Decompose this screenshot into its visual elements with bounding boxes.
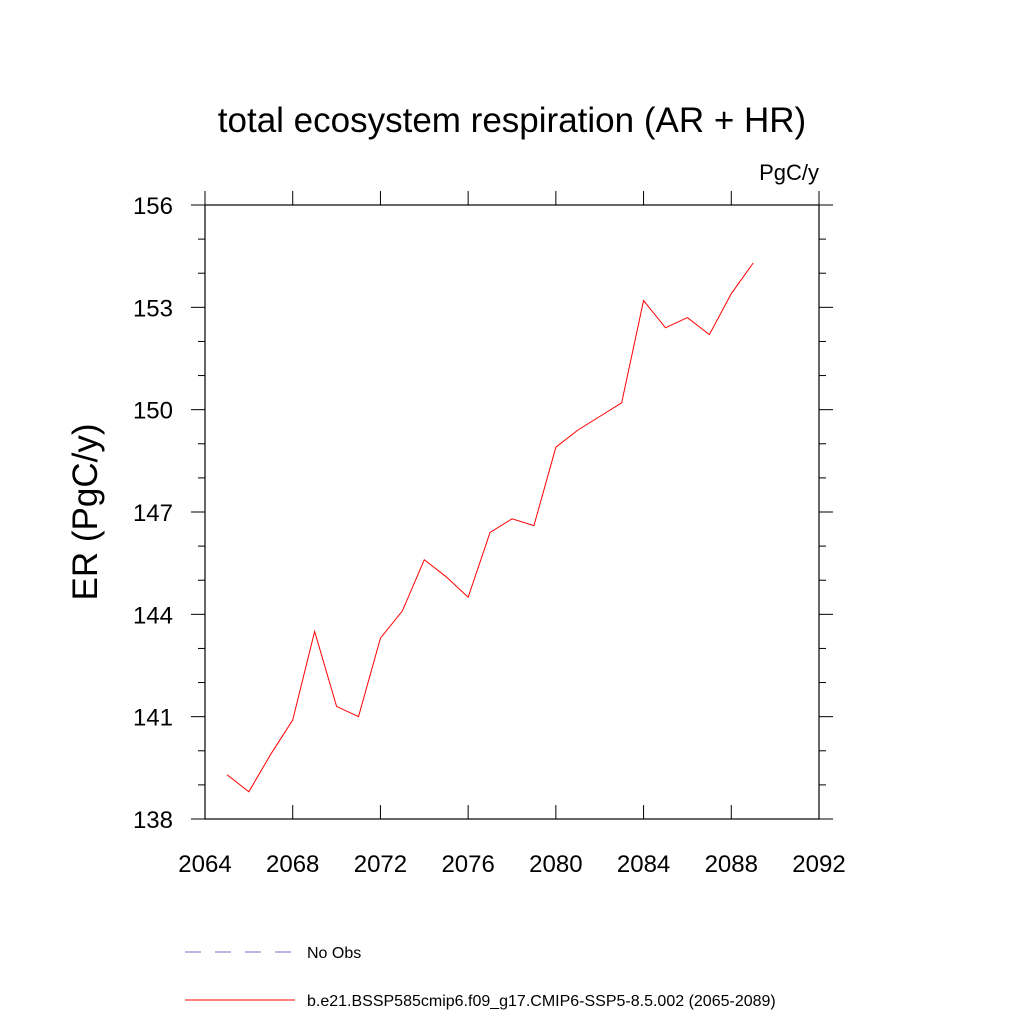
x-tick-label: 2088 (705, 851, 758, 878)
y-tick-label: 144 (133, 602, 173, 629)
y-tick-label: 138 (133, 807, 173, 834)
series-line-1 (226, 262, 754, 793)
units-label: PgC/y (759, 160, 819, 185)
plot-lines (226, 262, 754, 793)
axis-ticks (191, 191, 833, 820)
y-tick-label: 147 (133, 500, 173, 527)
y-axis-label: ER (PgC/y) (66, 424, 105, 601)
y-tick-label: 150 (133, 398, 173, 425)
legend: No Obs b.e21.BSSP585cmip6.f09_g17.CMIP6-S… (185, 945, 776, 1010)
y-tick-label: 156 (133, 193, 173, 220)
legend-label-1: b.e21.BSSP585cmip6.f09_g17.CMIP6-SSP5-8.… (307, 993, 776, 1010)
tick-labels: 2064 2068 2072 2076 2080 2084 2088 2092 138 141 14… (133, 193, 846, 878)
chart-title: total ecosystem respiration (AR + HR) (218, 101, 806, 140)
x-tick-label: 2068 (266, 851, 319, 878)
x-tick-label: 2084 (617, 851, 670, 878)
x-tick-label: 2080 (529, 851, 582, 878)
y-tick-label: 153 (133, 295, 173, 322)
y-tick-label: 141 (133, 705, 173, 732)
legend-label-0: No Obs (307, 945, 361, 962)
x-tick-label: 2064 (178, 851, 231, 878)
x-tick-label: 2076 (441, 851, 494, 878)
x-tick-label: 2072 (354, 851, 407, 878)
plot-frame (204, 204, 820, 820)
x-tick-label: 2092 (792, 851, 845, 878)
